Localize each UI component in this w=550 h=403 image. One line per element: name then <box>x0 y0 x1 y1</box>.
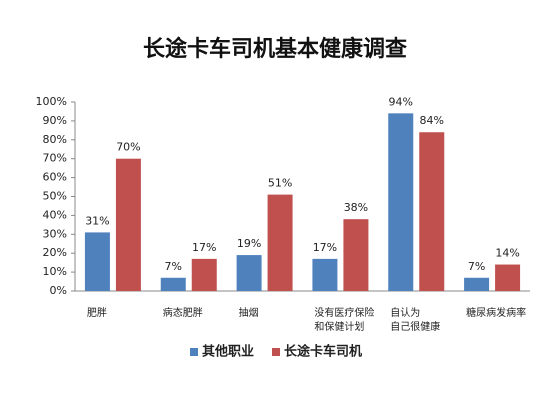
bar <box>191 258 217 291</box>
bar <box>160 277 186 291</box>
x-tick-label: 自认为自己很健康 <box>390 306 440 333</box>
data-label: 51% <box>268 177 292 190</box>
bar <box>419 132 445 291</box>
x-tick-label: 抽烟 <box>239 306 259 319</box>
data-label: 84% <box>420 114 444 127</box>
bar <box>236 255 262 291</box>
y-tick-label: 10% <box>43 265 67 278</box>
y-tick-label: 20% <box>43 246 67 259</box>
data-label: 94% <box>389 95 413 108</box>
data-label: 19% <box>237 237 261 250</box>
legend-label: 长途卡车司机 <box>284 344 362 360</box>
y-tick-label: 0% <box>50 284 67 297</box>
bar <box>343 219 369 291</box>
bar <box>84 232 110 291</box>
data-label: 70% <box>116 141 140 154</box>
y-tick-label: 60% <box>43 171 67 184</box>
bar <box>267 194 293 291</box>
data-label: 31% <box>85 214 109 227</box>
x-tick-label: 糖尿病发病率 <box>466 306 526 319</box>
legend-swatch <box>272 348 281 356</box>
data-label: 17% <box>313 241 337 254</box>
y-tick-label: 70% <box>43 152 67 165</box>
bar <box>464 277 490 291</box>
data-label: 17% <box>192 241 216 254</box>
bar <box>495 264 521 291</box>
data-label: 7% <box>165 260 182 273</box>
bar <box>115 158 141 291</box>
y-tick-label: 80% <box>43 133 67 146</box>
y-tick-label: 90% <box>43 114 67 127</box>
x-tick-label: 没有医疗保险和保健计划 <box>314 306 374 333</box>
data-label: 14% <box>495 247 519 260</box>
data-label: 38% <box>344 201 368 214</box>
y-tick-label: 50% <box>43 190 67 203</box>
x-tick-label: 病态肥胖 <box>163 306 203 319</box>
bar <box>312 258 338 291</box>
chart-title: 长途卡车司机基本健康调查 <box>143 36 407 62</box>
y-tick-label: 100% <box>36 95 67 108</box>
data-label: 7% <box>468 260 485 273</box>
legend-swatch <box>190 348 198 356</box>
y-tick-label: 30% <box>43 227 67 240</box>
legend-label: 其他职业 <box>202 344 254 360</box>
bar <box>388 113 414 291</box>
y-tick-label: 40% <box>43 208 67 221</box>
x-tick-label: 肥胖 <box>87 307 107 319</box>
